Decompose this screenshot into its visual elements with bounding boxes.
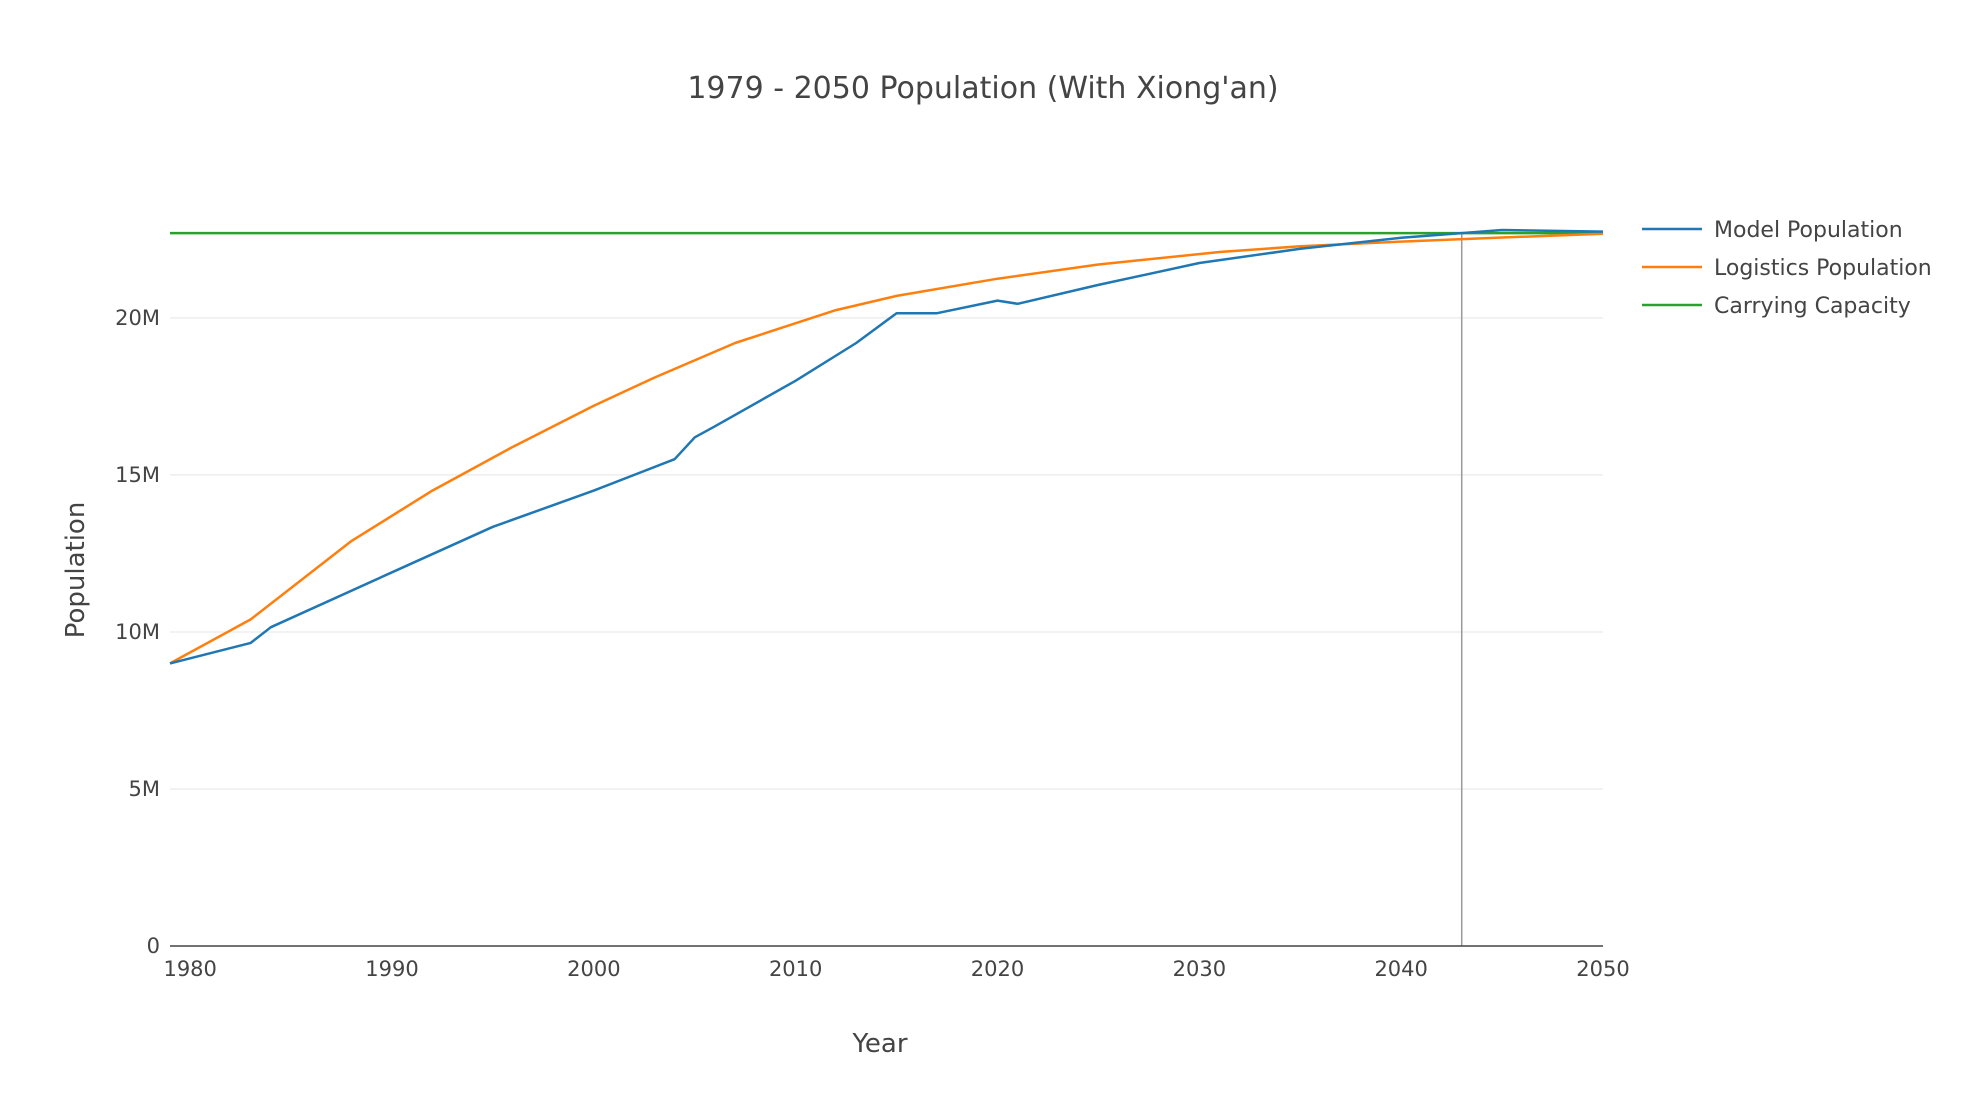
y-axis-ticks: 0 5M 10M 15M 20M [115, 306, 160, 958]
y-tick-label: 5M [129, 777, 160, 801]
gridlines [170, 317, 1603, 790]
x-tick-label: 2050 [1576, 957, 1629, 981]
legend: Model Population Logistics Population Carr… [1642, 218, 1932, 319]
legend-label-carrying-capacity: Carrying Capacity [1714, 294, 1911, 319]
chart-title: 1979 - 2050 Population (With Xiong'an) [687, 71, 1278, 106]
x-tick-label: 2000 [567, 957, 620, 981]
x-tick-label: 1980 [163, 957, 216, 981]
y-tick-label: 10M [115, 620, 160, 644]
y-tick-label: 20M [115, 306, 160, 330]
legend-label-logistics-population: Logistics Population [1714, 256, 1932, 281]
y-tick-label: 15M [115, 463, 160, 487]
series-line-logistics-population [169, 232, 1604, 665]
x-axis-ticks: 1980 1990 2000 2010 2020 2030 2040 2050 [163, 957, 1629, 981]
x-tick-label: 2030 [1173, 957, 1226, 981]
x-axis-title: Year [851, 1029, 907, 1059]
x-tick-label: 2010 [769, 957, 822, 981]
y-axis-title: Population [61, 502, 91, 639]
series-lines [169, 228, 1604, 665]
y-tick-label: 0 [147, 934, 160, 958]
series-line-model-population [169, 228, 1604, 665]
x-tick-label: 2020 [971, 957, 1024, 981]
x-tick-label: 1990 [365, 957, 418, 981]
x-tick-label: 2040 [1374, 957, 1427, 981]
legend-label-model-population: Model Population [1714, 218, 1903, 243]
